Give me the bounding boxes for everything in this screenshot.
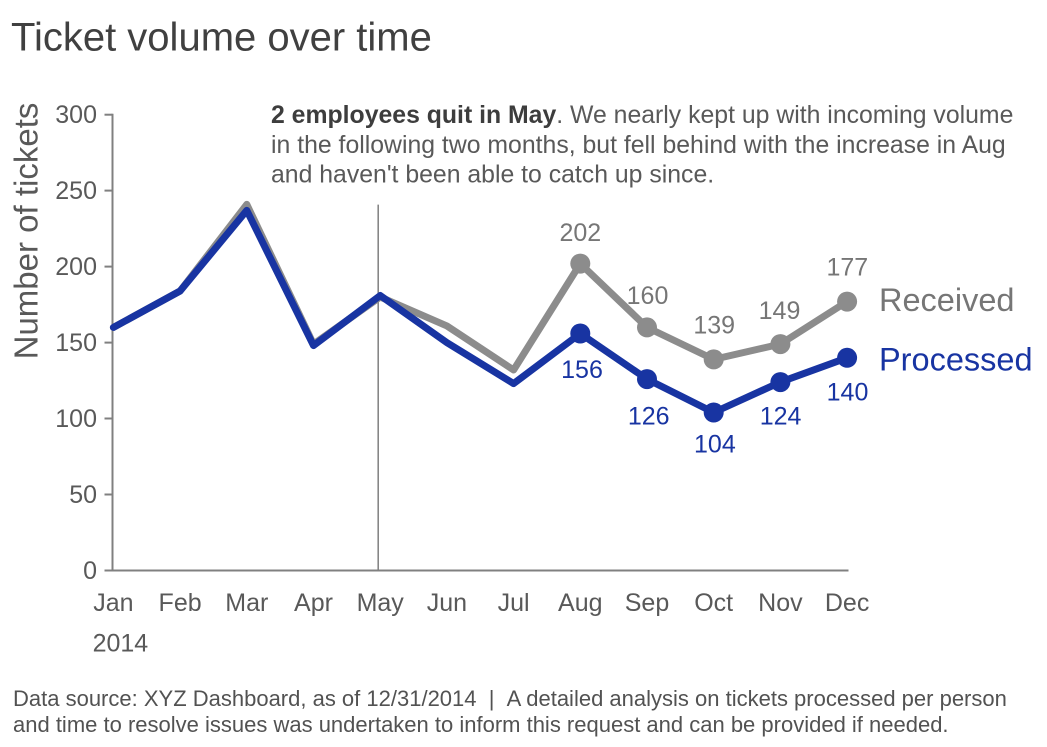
svg-text:Jan: Jan xyxy=(93,589,133,617)
svg-text:300: 300 xyxy=(55,101,97,129)
svg-text:177: 177 xyxy=(826,254,868,282)
svg-text:124: 124 xyxy=(760,402,802,430)
svg-text:139: 139 xyxy=(693,312,735,340)
svg-text:Ticket volume over time: Ticket volume over time xyxy=(11,16,432,60)
svg-text:Number of tickets: Number of tickets xyxy=(8,103,45,360)
svg-text:2014: 2014 xyxy=(93,629,149,657)
svg-text:May: May xyxy=(357,589,405,617)
svg-text:and time to resolve issues was: and time to resolve issues was undertake… xyxy=(13,712,949,737)
svg-text:Data source: XYZ Dashboard, as: Data source: XYZ Dashboard, as of 12/31/… xyxy=(13,686,1007,711)
svg-text:Jul: Jul xyxy=(498,589,530,617)
svg-text:150: 150 xyxy=(55,329,97,357)
svg-text:Mar: Mar xyxy=(225,589,268,617)
svg-text:0: 0 xyxy=(83,557,97,585)
svg-text:50: 50 xyxy=(69,481,97,509)
svg-text:200: 200 xyxy=(55,253,97,281)
svg-text:Processed: Processed xyxy=(879,342,1033,378)
svg-text:140: 140 xyxy=(827,379,869,407)
svg-text:160: 160 xyxy=(627,282,669,310)
svg-text:in the following two months, b: in the following two months, but fell be… xyxy=(271,132,1006,159)
svg-text:Oct: Oct xyxy=(694,589,733,617)
svg-text:Nov: Nov xyxy=(758,589,803,617)
svg-text:Dec: Dec xyxy=(825,589,869,617)
svg-text:126: 126 xyxy=(628,402,670,430)
svg-text:250: 250 xyxy=(55,177,97,205)
svg-text:and haven't been able to catch: and haven't been able to catch up since. xyxy=(271,162,714,189)
svg-text:104: 104 xyxy=(694,431,736,459)
svg-text:Feb: Feb xyxy=(159,589,202,617)
svg-text:Jun: Jun xyxy=(427,589,467,617)
svg-text:Aug: Aug xyxy=(558,589,602,617)
svg-text:Apr: Apr xyxy=(294,589,333,617)
svg-text:149: 149 xyxy=(759,297,801,325)
svg-text:Received: Received xyxy=(879,282,1015,318)
svg-text:202: 202 xyxy=(559,219,601,247)
svg-text:100: 100 xyxy=(55,405,97,433)
svg-text:Sep: Sep xyxy=(625,589,669,617)
svg-text:156: 156 xyxy=(561,356,603,384)
svg-text:2 employees quit in May. We ne: 2 employees quit in May. We nearly kept … xyxy=(271,102,1013,129)
